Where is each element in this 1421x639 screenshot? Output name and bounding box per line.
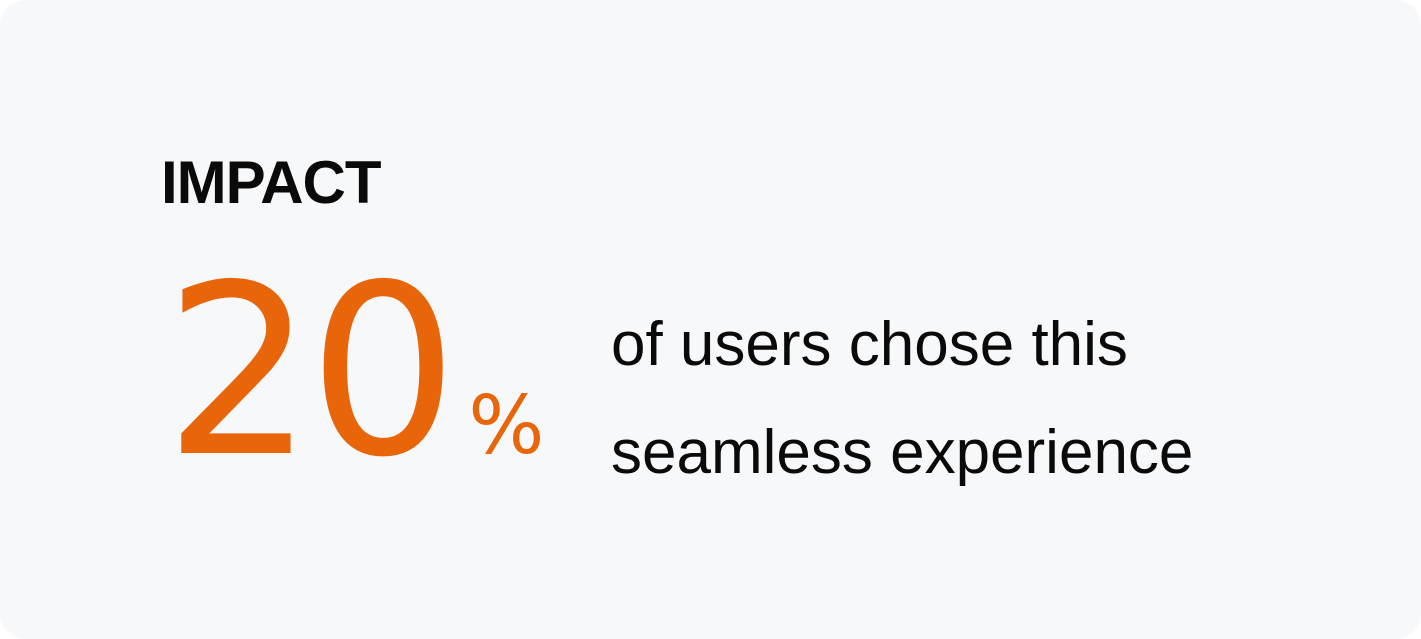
card-heading: IMPACT (161, 149, 382, 216)
stat-description: of users chose this seamless experience (611, 291, 1311, 507)
stat-value: 20 (164, 234, 458, 509)
description-line-1: of users chose this (611, 310, 1128, 379)
stat-unit: % (468, 379, 545, 472)
impact-stat: 20 % (164, 234, 545, 509)
description-line-2: seamless experience (611, 418, 1194, 487)
